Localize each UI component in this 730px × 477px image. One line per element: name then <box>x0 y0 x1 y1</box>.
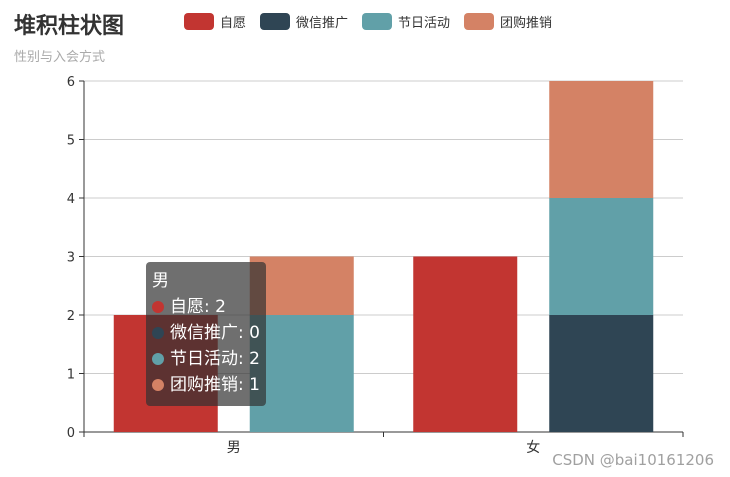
tooltip-title: 男 <box>152 271 169 291</box>
tooltip-row: 自愿: 2 <box>152 294 260 320</box>
legend-label: 节日活动 <box>398 16 451 31</box>
legend-label: 自愿 <box>220 16 247 31</box>
legend-swatch <box>184 13 214 30</box>
legend-swatch <box>260 13 291 30</box>
y-tick-label: 5 <box>67 134 75 149</box>
tooltip-dot <box>152 353 164 365</box>
legend-item-voluntary[interactable]: 自愿 <box>184 12 246 31</box>
tooltip-text: 微信推广: 0 <box>170 323 260 343</box>
tooltip-row: 团购推销: 1 <box>152 372 260 398</box>
tooltip-dot <box>152 327 164 339</box>
legend-item-holiday[interactable]: 节日活动 <box>362 12 450 31</box>
legend-label: 微信推广 <box>296 16 349 31</box>
tooltip: 男 自愿: 2 微信推广: 0 节日活动: 2 团购推销: 1 <box>146 262 266 406</box>
legend-label: 团购推销 <box>500 16 553 31</box>
watermark: CSDN @bai10161206 <box>552 451 714 469</box>
legend: 自愿 微信推广 节日活动 团购推销 <box>184 12 552 31</box>
y-tick-label: 3 <box>67 251 75 266</box>
y-tick-label: 4 <box>67 192 75 207</box>
bar-segment <box>549 315 654 432</box>
bar-segment <box>549 81 654 198</box>
y-tick-label: 2 <box>67 309 75 324</box>
legend-swatch <box>362 13 393 30</box>
bar-segment <box>413 256 518 432</box>
tooltip-text: 团购推销: 1 <box>170 375 260 395</box>
bar-segment <box>549 198 654 315</box>
x-tick-label: 女 <box>526 439 540 456</box>
legend-item-wechat[interactable]: 微信推广 <box>260 12 348 31</box>
legend-item-groupbuy[interactable]: 团购推销 <box>464 12 552 31</box>
y-tick-label: 1 <box>67 368 75 383</box>
y-tick-label: 0 <box>67 426 75 441</box>
y-tick-label: 6 <box>67 75 75 90</box>
tooltip-text: 节日活动: 2 <box>170 349 260 369</box>
tooltip-row: 微信推广: 0 <box>152 320 260 346</box>
chart-title: 堆积柱状图 <box>14 14 125 39</box>
legend-swatch <box>464 13 495 30</box>
bar-segment <box>249 256 354 315</box>
tooltip-dot <box>152 301 164 313</box>
x-tick-label: 男 <box>227 440 241 456</box>
bar-segment <box>249 315 354 432</box>
tooltip-dot <box>152 379 164 391</box>
tooltip-text: 自愿: 2 <box>170 297 226 317</box>
tooltip-row: 节日活动: 2 <box>152 346 260 372</box>
chart-subtitle: 性别与入会方式 <box>14 50 106 65</box>
